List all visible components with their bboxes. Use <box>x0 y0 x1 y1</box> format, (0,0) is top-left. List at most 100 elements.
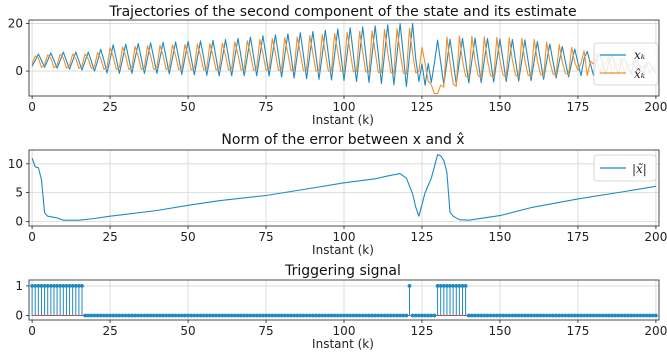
stem-marker <box>117 313 122 318</box>
stem-marker <box>647 313 652 318</box>
stem-marker <box>629 313 633 318</box>
stem-marker <box>526 313 530 318</box>
x-tick-label: 0 <box>28 230 36 244</box>
x-tick-label: 25 <box>102 324 117 338</box>
stem-marker <box>323 313 328 318</box>
stem-marker <box>426 313 431 318</box>
stem-marker <box>92 313 97 318</box>
stem-marker <box>519 313 524 318</box>
stem-marker <box>342 313 346 318</box>
x-tick-label: 125 <box>411 100 434 114</box>
stem-marker <box>438 284 443 288</box>
stem-marker <box>448 284 452 288</box>
stem-marker <box>42 284 47 288</box>
stem-marker <box>145 313 150 318</box>
stem-marker <box>295 313 300 318</box>
x-tick-label: 175 <box>566 230 589 244</box>
series-line-blue <box>31 23 657 88</box>
stem-marker <box>504 313 509 318</box>
stem-marker <box>367 313 371 318</box>
stem-marker <box>204 313 209 318</box>
panel-trigger: Triggering signal 0 25 50 75 100 125 150 175 200… <box>15 263 667 351</box>
y-tick-label: 0 <box>15 309 23 323</box>
stem-marker <box>582 313 587 318</box>
stem-marker <box>435 284 440 288</box>
stem-marker <box>457 284 462 288</box>
x-tick-label: 125 <box>411 230 434 244</box>
stem-marker <box>354 313 359 318</box>
x-tick-label: 200 <box>644 100 667 114</box>
stem-marker <box>45 284 50 288</box>
stem-marker <box>466 313 471 318</box>
stem-marker <box>351 313 356 318</box>
panel3-ticks: 0 25 50 75 100 125 150 175 200 0 1 <box>15 279 667 338</box>
stem-marker <box>211 313 215 318</box>
stem-marker <box>164 313 169 318</box>
panel1-ticks: 0 25 50 75 100 125 150 175 200 0 20 <box>8 17 667 114</box>
stem-marker <box>591 313 596 318</box>
panel-error-norm: Norm of the error between x and x̂ 0 25 50… <box>8 132 667 257</box>
stem-marker <box>307 313 312 318</box>
x-tick-label: 50 <box>180 100 195 114</box>
stem-marker <box>276 313 281 318</box>
stem-marker <box>498 313 502 318</box>
panel1-legend: xₖ x̂ₖ <box>593 42 659 86</box>
stem-marker <box>167 313 172 318</box>
stem-marker <box>30 284 35 288</box>
stem-marker <box>101 313 106 318</box>
stem-marker <box>610 313 615 318</box>
x-tick-label: 150 <box>488 230 511 244</box>
stem-marker <box>554 313 558 318</box>
stem-marker <box>273 313 278 318</box>
panel-trajectories: Trajectories of the second component of … <box>8 4 667 127</box>
stem-marker <box>183 313 187 318</box>
panel3-title: Triggering signal <box>284 263 401 279</box>
stem-marker <box>510 313 515 318</box>
stem-marker <box>236 313 240 318</box>
stem-marker <box>638 313 643 318</box>
stem-marker <box>195 313 200 318</box>
stem-marker <box>329 313 334 318</box>
x-tick-label: 150 <box>488 324 511 338</box>
x-tick-label: 200 <box>644 230 667 244</box>
stem-marker <box>379 313 384 318</box>
stem-marker <box>622 313 627 318</box>
stem-marker <box>114 313 119 318</box>
stem-marker <box>58 284 63 288</box>
stem-marker <box>267 313 272 318</box>
stem-marker <box>176 313 181 318</box>
stem-marker <box>289 313 293 318</box>
stem-marker <box>242 313 247 318</box>
stem-marker <box>644 313 649 318</box>
stem-marker <box>476 313 481 318</box>
x-tick-label: 75 <box>258 100 273 114</box>
panel3-xlabel: Instant (k) <box>312 337 374 351</box>
stem-marker <box>261 313 265 318</box>
stem-marker <box>170 313 175 318</box>
stem-marker <box>105 313 109 318</box>
stem-marker <box>161 313 166 318</box>
stem-marker <box>136 313 141 318</box>
stem-marker <box>544 313 549 318</box>
panel2-series <box>31 154 656 221</box>
stem-marker <box>61 284 66 288</box>
stem-marker <box>541 313 546 318</box>
stem-marker <box>179 313 184 318</box>
stem-marker <box>55 284 59 288</box>
stem-marker <box>404 313 409 318</box>
x-tick-label: 200 <box>644 324 667 338</box>
stem-marker <box>142 313 147 318</box>
stem-marker <box>348 313 353 318</box>
x-tick-label: 150 <box>488 100 511 114</box>
stem-marker <box>460 284 465 288</box>
stem-marker <box>576 313 580 318</box>
stem-marker <box>482 313 487 318</box>
stem-marker <box>345 313 350 318</box>
stem-marker <box>619 313 624 318</box>
stem-marker <box>641 313 646 318</box>
stem-marker <box>376 313 381 318</box>
stem-marker <box>407 284 412 288</box>
stem-marker <box>563 313 568 318</box>
x-tick-label: 175 <box>566 100 589 114</box>
